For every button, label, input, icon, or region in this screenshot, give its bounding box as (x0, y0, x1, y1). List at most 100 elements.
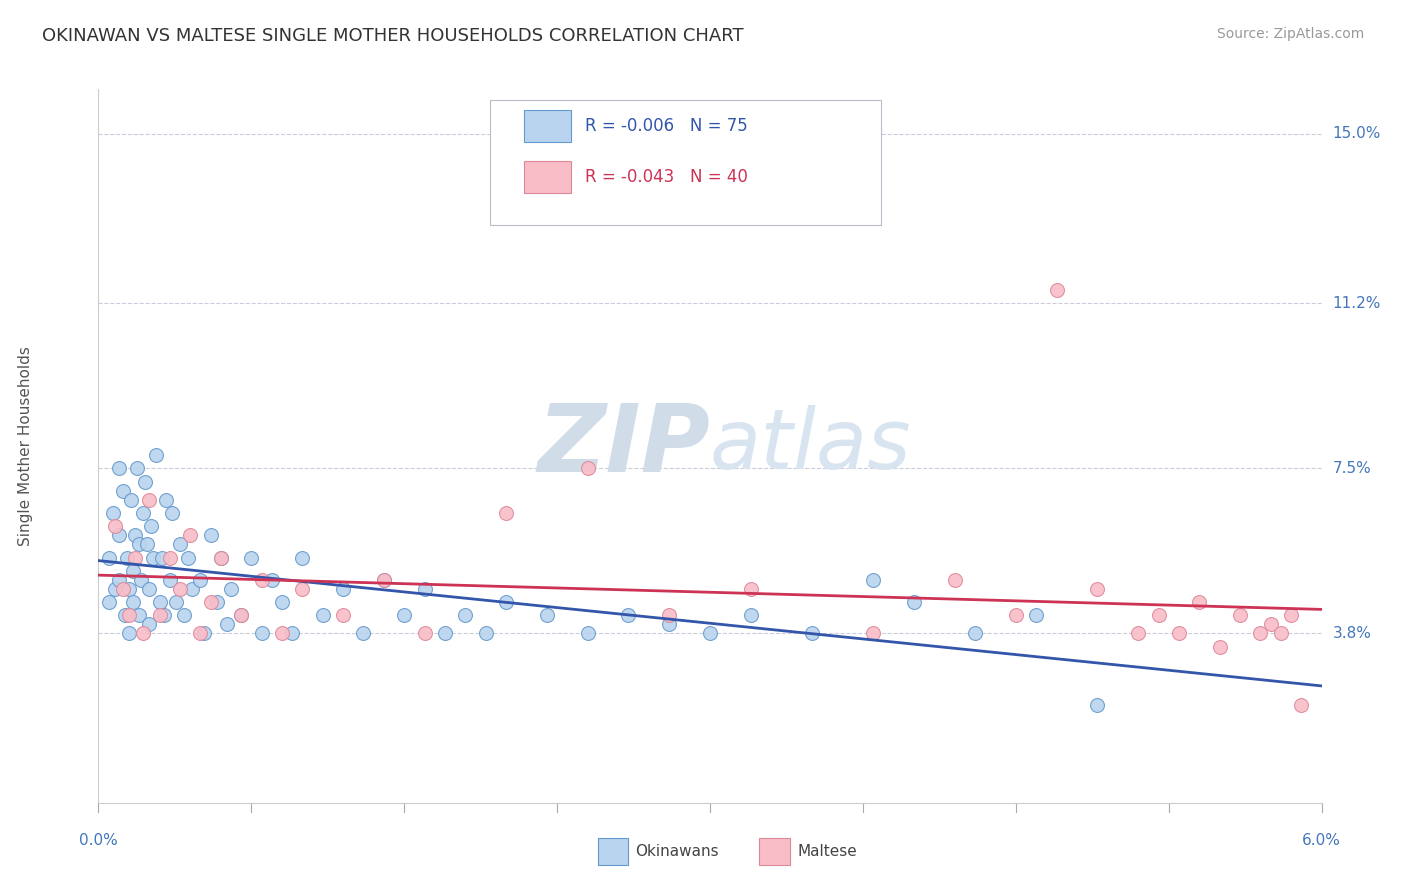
Point (740, 608, 762, 623)
Point (129, 573, 152, 587)
Text: 3.8%: 3.8% (1333, 626, 1372, 640)
Point (740, 582, 762, 596)
Point (433, 626, 456, 640)
Point (576, 626, 599, 640)
Point (209, 550, 232, 565)
Point (173, 608, 195, 623)
Point (291, 582, 314, 596)
Point (311, 608, 335, 623)
Point (149, 608, 172, 623)
Point (332, 608, 354, 623)
Point (97, 595, 120, 609)
Point (963, 626, 986, 640)
Point (1279, 608, 1302, 623)
Point (332, 582, 354, 596)
Point (454, 608, 477, 623)
Point (1270, 626, 1292, 640)
Text: atlas: atlas (710, 406, 911, 486)
Point (260, 573, 283, 587)
Point (1289, 698, 1312, 712)
Point (122, 564, 145, 578)
Point (128, 537, 150, 551)
Point (215, 617, 238, 632)
Point (1085, 582, 1108, 596)
Point (118, 608, 141, 623)
Point (200, 528, 222, 542)
Point (127, 461, 149, 475)
Text: 6.0%: 6.0% (1302, 833, 1341, 848)
Point (124, 550, 146, 565)
Point (1147, 608, 1170, 623)
Point (132, 626, 155, 640)
Point (1045, 283, 1069, 297)
Point (699, 626, 721, 640)
Point (1128, 626, 1150, 640)
Point (801, 626, 824, 640)
Point (209, 550, 232, 565)
Point (200, 595, 222, 609)
Point (120, 492, 142, 507)
Point (1025, 608, 1047, 623)
Point (231, 608, 253, 623)
Point (352, 626, 374, 640)
Point (138, 492, 160, 507)
Text: 15.0%: 15.0% (1333, 127, 1381, 141)
Point (1249, 626, 1271, 640)
Text: 11.2%: 11.2% (1333, 296, 1381, 310)
Text: ZIP: ZIP (537, 400, 710, 492)
Point (658, 617, 681, 632)
Text: OKINAWAN VS MALTESE SINGLE MOTHER HOUSEHOLDS CORRELATION CHART: OKINAWAN VS MALTESE SINGLE MOTHER HOUSEH… (42, 27, 744, 45)
Point (122, 595, 145, 609)
Point (138, 617, 160, 632)
Point (1208, 640, 1232, 654)
Point (250, 573, 273, 587)
Point (281, 626, 304, 640)
Point (1229, 608, 1251, 623)
Point (104, 519, 127, 533)
Point (576, 461, 599, 475)
Point (943, 573, 966, 587)
Point (165, 595, 187, 609)
Text: R = -0.006   N = 75: R = -0.006 N = 75 (585, 118, 748, 136)
Point (193, 626, 215, 640)
Point (373, 573, 395, 587)
Point (250, 626, 273, 640)
FancyBboxPatch shape (524, 161, 571, 194)
Point (155, 492, 177, 507)
Point (270, 626, 292, 640)
Text: R = -0.043   N = 40: R = -0.043 N = 40 (585, 169, 748, 186)
Point (136, 537, 159, 551)
Point (97, 550, 120, 565)
Point (495, 595, 517, 609)
Point (118, 626, 141, 640)
Point (132, 506, 155, 520)
Point (413, 626, 436, 640)
Point (124, 528, 146, 542)
Point (134, 475, 156, 489)
Point (1188, 595, 1211, 609)
Point (1085, 698, 1108, 712)
Point (159, 550, 181, 565)
Point (179, 528, 201, 542)
FancyBboxPatch shape (524, 111, 571, 143)
Point (145, 448, 167, 462)
Point (169, 537, 191, 551)
Point (617, 608, 640, 623)
Point (658, 608, 681, 623)
Point (118, 582, 141, 596)
Point (231, 608, 253, 623)
Point (108, 461, 131, 475)
Point (536, 608, 558, 623)
Point (101, 506, 124, 520)
Point (219, 582, 242, 596)
Point (128, 608, 150, 623)
Point (291, 550, 314, 565)
Point (903, 595, 925, 609)
Text: Source: ZipAtlas.com: Source: ZipAtlas.com (1216, 27, 1364, 41)
Point (240, 550, 263, 565)
Point (413, 582, 436, 596)
Point (862, 573, 884, 587)
Point (1167, 626, 1189, 640)
Point (142, 550, 165, 565)
Point (152, 608, 174, 623)
